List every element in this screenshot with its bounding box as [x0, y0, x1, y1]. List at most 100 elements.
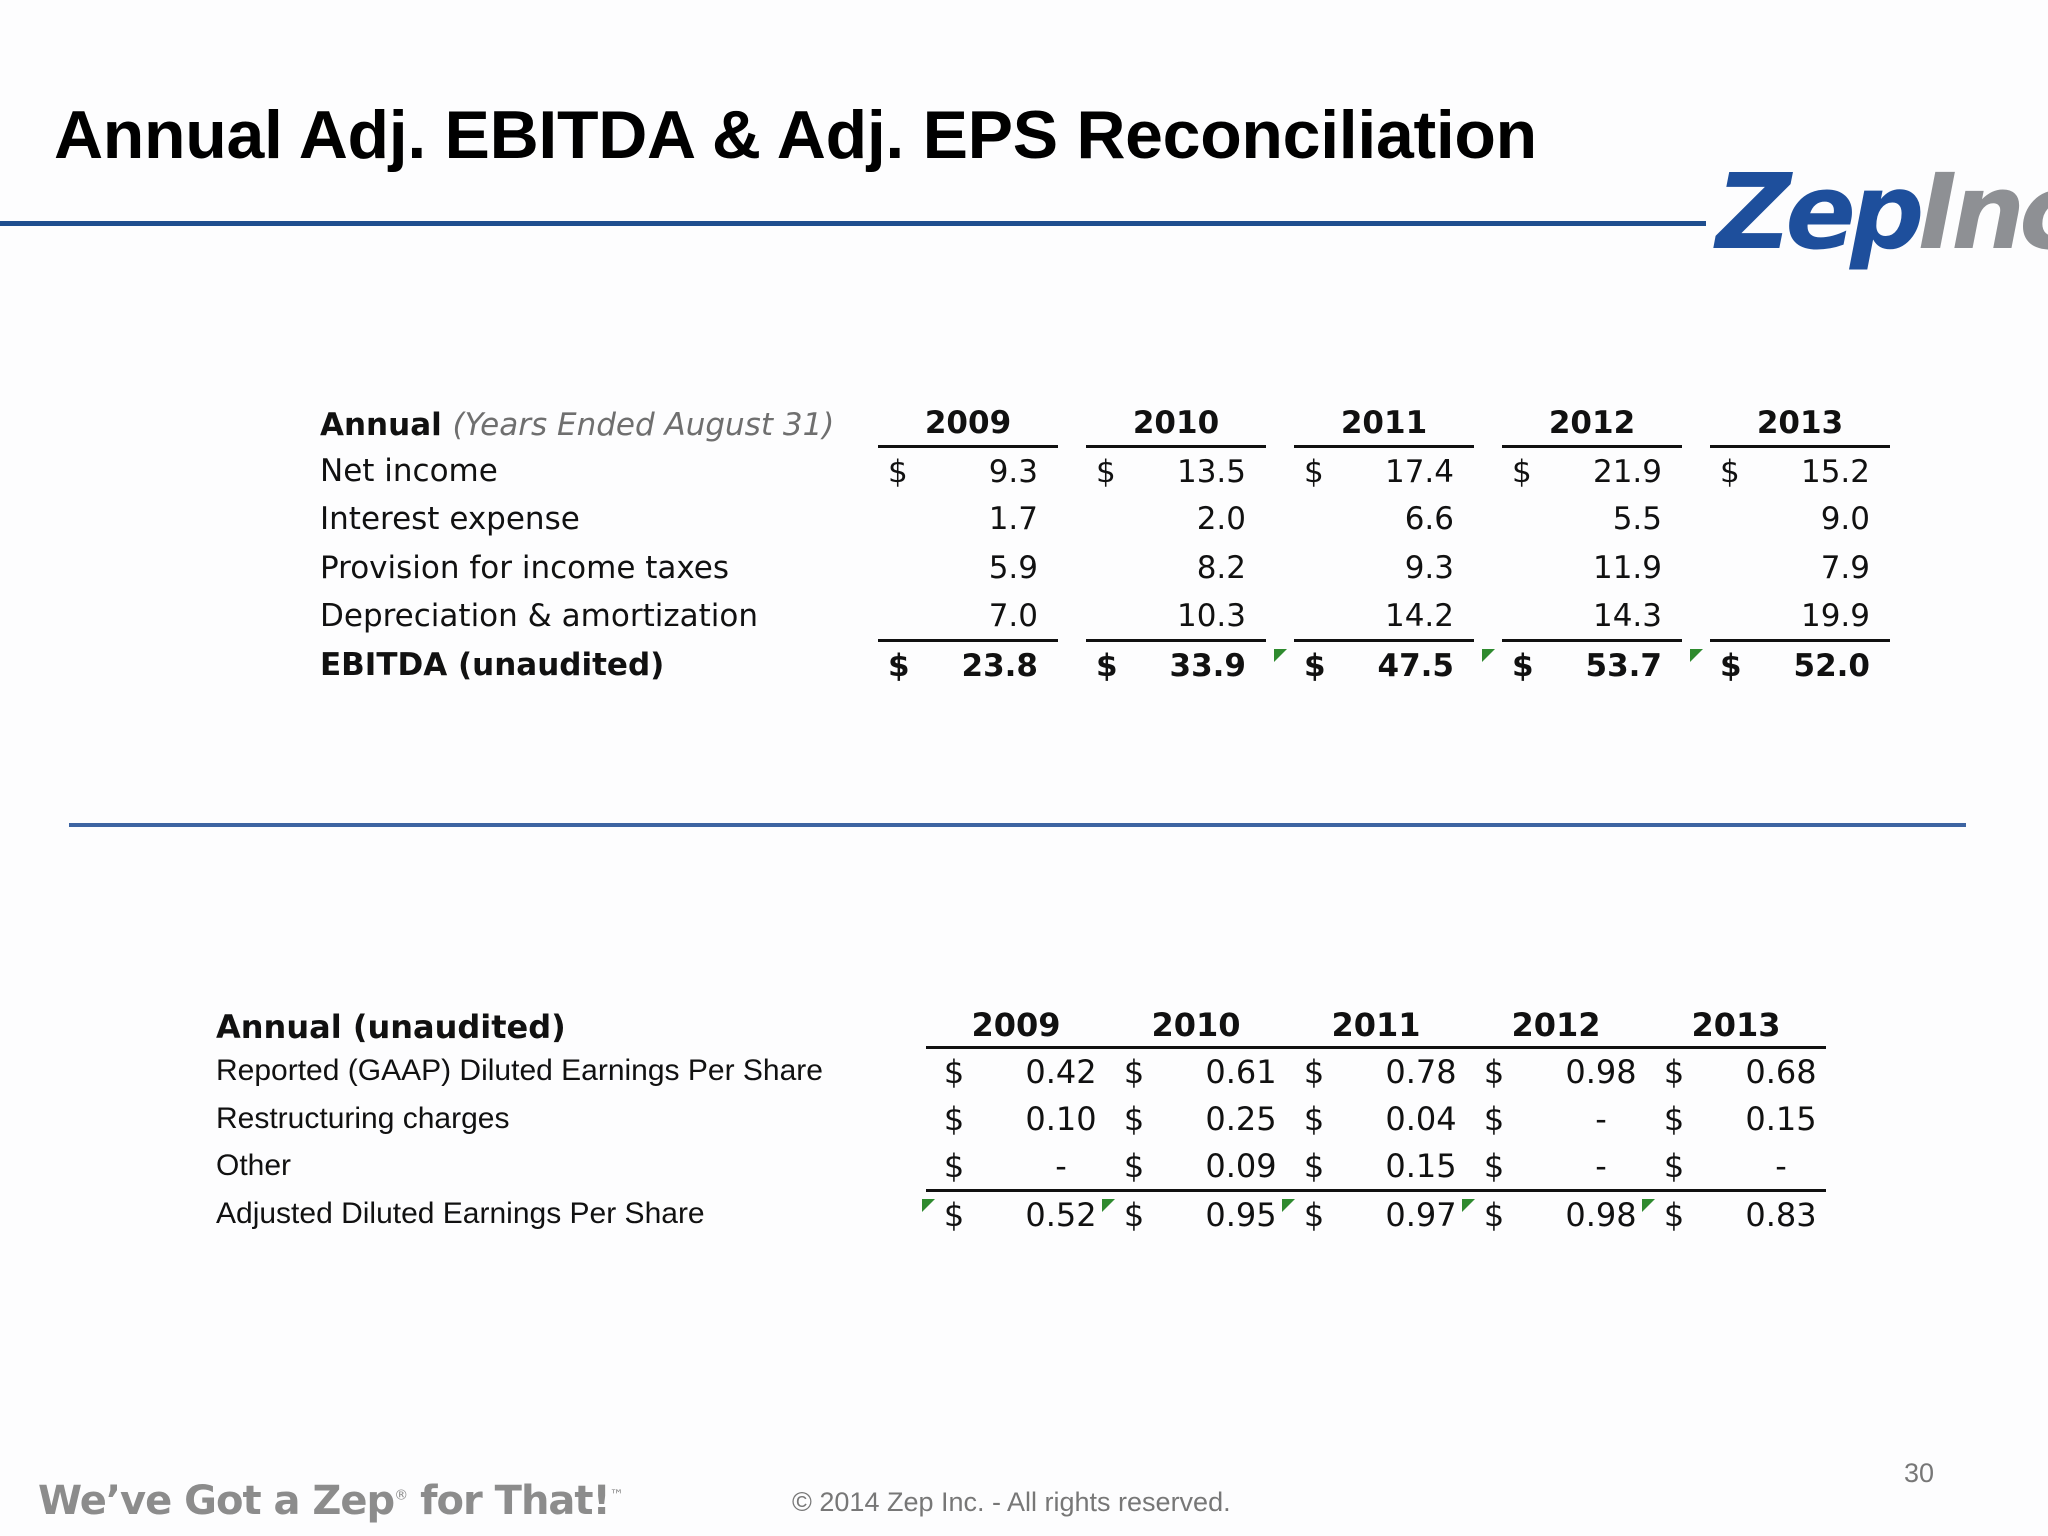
cell-value: 0.15 [1745, 1099, 1817, 1138]
cell-value: 11.9 [1592, 549, 1662, 586]
row-label: Reported (GAAP) Diluted Earnings Per Sha… [216, 1054, 823, 1088]
year-header: 2011 [1286, 1000, 1466, 1049]
cell-value: 0.25 [1205, 1099, 1277, 1138]
row-label: EBITDA (unaudited) [320, 646, 665, 683]
currency-sign: $ [943, 1053, 965, 1091]
row-label: Net income [320, 452, 498, 489]
table-row: Restructuring charges $0.10 $0.25 $0.04 … [216, 1095, 1826, 1143]
cell-value: 0.61 [1205, 1053, 1277, 1091]
cell-value: 9.0 [1820, 501, 1870, 538]
row-label: Restructuring charges [216, 1101, 510, 1135]
currency-sign: $ [1663, 1146, 1685, 1185]
ebitda-table-header: Annual (Years Ended August 31) [320, 398, 850, 447]
row-label: Provision for income taxes [320, 549, 730, 586]
year-header: 2010 [1086, 398, 1266, 448]
table-header-row: Annual (unaudited) 2009 2010 2011 2012 2… [216, 1000, 1826, 1049]
currency-sign: $ [1304, 453, 1324, 490]
year-header: 2009 [926, 1000, 1106, 1049]
cell-value: 52.0 [1770, 639, 1890, 689]
year-header: 2013 [1646, 1000, 1826, 1049]
cell-value: 1.7 [988, 501, 1038, 538]
cell-value: 17.4 [1384, 453, 1454, 490]
currency-sign: $ [1512, 453, 1532, 490]
year-header: 2011 [1294, 398, 1474, 448]
currency-sign: $ [1512, 647, 1534, 684]
cell-value: 0.98 [1565, 1053, 1637, 1091]
cell-value: 0.68 [1745, 1053, 1817, 1091]
currency-sign: $ [1304, 647, 1326, 684]
tagline-text-end: for That! [407, 1478, 611, 1524]
currency-sign: $ [1483, 1195, 1505, 1234]
table-row: Depreciation & amortization 7.0 10.3 14.… [320, 592, 1890, 641]
cell-comment-marker-icon [921, 1198, 935, 1212]
cell-value: 5.9 [988, 549, 1038, 586]
currency-sign: $ [1303, 1099, 1325, 1138]
tagline-text: We’ve Got a Zep [38, 1478, 395, 1524]
table-row: Interest expense 1.7 2.0 6.6 5.5 9.0 [320, 495, 1890, 544]
title-divider [0, 221, 1706, 226]
registered-mark: ® [394, 1487, 408, 1504]
currency-sign: $ [1123, 1195, 1145, 1234]
currency-sign: $ [1663, 1099, 1685, 1138]
row-label: Depreciation & amortization [320, 598, 758, 635]
currency-sign: $ [1483, 1099, 1505, 1138]
cell-value: 23.8 [938, 639, 1058, 689]
page-title: Annual Adj. EBITDA & Adj. EPS Reconcilia… [54, 97, 1537, 173]
year-header: 2009 [878, 398, 1058, 448]
cell-value: 10.3 [1176, 597, 1246, 634]
currency-sign: $ [1123, 1099, 1145, 1138]
footer-tagline: We’ve Got a Zep® for That!™ [38, 1478, 624, 1524]
cell-value: 8.2 [1196, 549, 1246, 586]
cell-comment-marker-icon [1641, 1198, 1655, 1212]
copyright-notice: © 2014 Zep Inc. - All rights reserved. [792, 1487, 1231, 1517]
cell-comment-marker-icon [1482, 648, 1495, 662]
currency-sign: $ [1096, 453, 1116, 490]
cell-value: 0.10 [1025, 1099, 1097, 1138]
year-header: 2012 [1502, 398, 1682, 448]
cell-value: 0.95 [1205, 1195, 1277, 1234]
row-label: Adjusted Diluted Earnings Per Share [216, 1196, 705, 1230]
currency-sign: $ [1123, 1146, 1145, 1185]
cell-value: 7.0 [988, 597, 1038, 634]
cell-comment-marker-icon [1690, 648, 1703, 662]
currency-sign: $ [1483, 1146, 1505, 1185]
cell-value: - [1595, 1099, 1607, 1138]
year-header: 2012 [1466, 1000, 1646, 1049]
trademark-mark: ™ [609, 1487, 624, 1504]
cell-value: 21.9 [1592, 453, 1662, 490]
cell-value: 0.42 [1025, 1053, 1097, 1091]
cell-value: 13.5 [1176, 453, 1246, 490]
currency-sign: $ [1303, 1195, 1325, 1234]
cell-value: 0.83 [1745, 1195, 1817, 1234]
currency-sign: $ [943, 1195, 965, 1234]
currency-sign: $ [888, 453, 908, 490]
currency-sign: $ [1086, 639, 1146, 689]
year-header: 2010 [1106, 1000, 1286, 1049]
eps-table-header: Annual (unaudited) [216, 1007, 566, 1046]
eps-reconciliation-table: Annual (unaudited) 2009 2010 2011 2012 2… [216, 1000, 1826, 1238]
cell-value: 9.3 [988, 453, 1038, 490]
cell-value: 53.7 [1562, 639, 1682, 689]
currency-sign: $ [1303, 1146, 1325, 1185]
cell-value: - [1055, 1146, 1067, 1185]
cell-value: 33.9 [1146, 639, 1266, 689]
currency-sign: $ [943, 1099, 965, 1138]
table-row: Reported (GAAP) Diluted Earnings Per Sha… [216, 1048, 1826, 1096]
cell-comment-marker-icon [1101, 1198, 1115, 1212]
currency-sign: $ [1483, 1053, 1505, 1091]
page-number: 30 [1904, 1458, 1935, 1488]
cell-value: 19.9 [1800, 597, 1870, 634]
cell-value: 47.5 [1354, 639, 1474, 689]
cell-value: 14.2 [1384, 597, 1454, 634]
cell-value: 0.04 [1385, 1099, 1457, 1138]
currency-sign: $ [1303, 1053, 1325, 1091]
table-row: Provision for income taxes 5.9 8.2 9.3 1… [320, 544, 1890, 593]
currency-sign: $ [1720, 647, 1742, 684]
cell-value: 2.0 [1196, 501, 1246, 538]
cell-value: 14.3 [1592, 597, 1662, 634]
total-row: EBITDA (unaudited) $23.8 $33.9 $47.5 $53… [320, 639, 1890, 689]
currency-sign: $ [1663, 1195, 1685, 1234]
header-annual: Annual [320, 406, 442, 443]
cell-value: 15.2 [1800, 453, 1870, 490]
